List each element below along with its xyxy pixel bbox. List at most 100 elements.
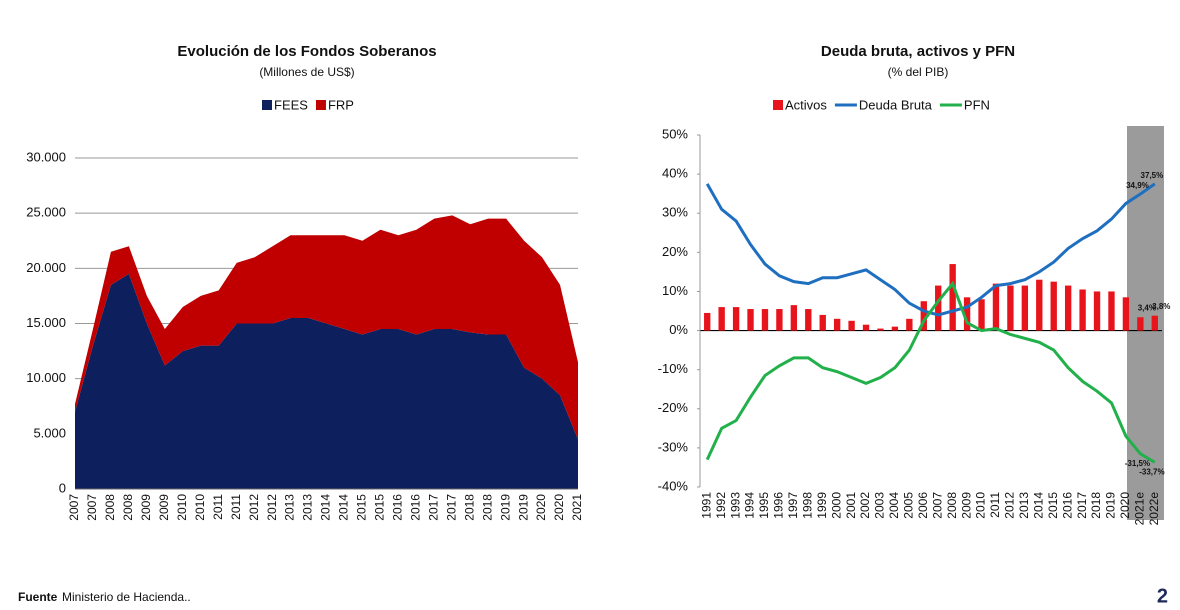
x-tick-label: 2017 [444, 494, 458, 521]
value-label: 3,8% [1152, 302, 1170, 311]
x-tick-label: 2013 [283, 494, 297, 521]
y-tick-label: 10.000 [26, 370, 66, 385]
y-tick-label: 25.000 [26, 205, 66, 220]
y-tick-label: 40% [662, 166, 688, 181]
y-tick-label: 20.000 [26, 260, 66, 275]
y-tick-label: -20% [658, 400, 689, 415]
bar [920, 301, 927, 331]
bar [891, 326, 899, 331]
bar [1021, 285, 1029, 331]
y-tick-label: 20% [662, 244, 688, 259]
y-tick-label: -10% [658, 361, 689, 376]
x-tick-label: 2002 [858, 492, 872, 519]
line [705, 182, 1156, 317]
x-tick-label: 2018 [1089, 492, 1103, 519]
x-tick-label: 2010 [974, 492, 988, 519]
value-label: -31,5% [1125, 459, 1150, 468]
x-tick-label: 2011 [988, 492, 1002, 518]
x-tick-label: 2018 [480, 494, 494, 521]
bar [732, 307, 740, 331]
source-label: Fuente [18, 590, 58, 604]
x-tick-label: 2012 [1003, 492, 1017, 519]
legend-label: PFN [964, 97, 990, 112]
legend-label: FEES [274, 97, 308, 112]
legend-label: Activos [785, 97, 827, 112]
x-tick-label: 2006 [916, 492, 930, 519]
y-tick-label: 15.000 [26, 315, 66, 330]
chart-subtitle: (% del PIB) [888, 65, 949, 79]
x-tick-label: 2021 [570, 494, 584, 521]
bar [1064, 285, 1072, 331]
y-tick-label: 0 [59, 480, 66, 495]
x-tick-label: 2014 [337, 494, 351, 521]
x-tick-label: 2004 [887, 492, 901, 519]
value-label: 3,4% [1138, 303, 1156, 312]
y-tick-label: -30% [658, 439, 689, 454]
y-tick-label: 30.000 [26, 149, 66, 164]
x-tick-label: 2012 [265, 494, 279, 521]
x-tick-label: 2013 [1017, 492, 1031, 519]
bar [862, 324, 870, 331]
bar [790, 305, 798, 331]
x-tick-label: 2019 [516, 494, 530, 521]
x-tick-label: 1997 [786, 492, 800, 519]
legend-swatch [315, 100, 326, 110]
x-tick-label: 2010 [193, 494, 207, 521]
x-tick-label: 2015 [355, 494, 369, 521]
bar [1007, 285, 1014, 331]
x-tick-label: 2009 [157, 494, 171, 521]
x-tick-label: 2009 [959, 492, 973, 519]
x-tick-label: 1996 [772, 492, 786, 519]
page-number: 2 [1157, 585, 1168, 607]
bar [776, 309, 783, 331]
legend-swatch [262, 100, 272, 110]
bar [1079, 289, 1086, 331]
x-tick-label: 2007 [85, 494, 99, 521]
legend-label: Deuda Bruta [859, 97, 933, 112]
bar [978, 299, 985, 331]
bar [1122, 297, 1130, 331]
x-tick-label: 1991 [699, 492, 713, 519]
bar [1036, 279, 1043, 331]
x-tick-label: 2016 [408, 494, 422, 521]
x-tick-label: 2013 [301, 494, 315, 521]
x-tick-label: 2014 [319, 494, 333, 521]
x-tick-label: 2005 [902, 492, 916, 519]
legend-swatch [773, 100, 783, 110]
x-tick-label: 2018 [462, 494, 476, 521]
x-tick-label: 2011 [211, 494, 225, 520]
bar [949, 264, 956, 331]
x-tick-label: 2016 [1060, 492, 1074, 519]
y-tick-label: 0% [669, 322, 688, 337]
bar [747, 309, 754, 331]
line [705, 280, 1156, 464]
chart-title: Deuda bruta, activos y PFN [821, 43, 1015, 60]
bar [992, 283, 1000, 331]
bar [704, 312, 711, 331]
bar [935, 285, 942, 331]
bar [848, 320, 855, 331]
bar [1108, 291, 1115, 331]
value-label: -33,7% [1139, 467, 1164, 476]
y-tick-label: 5.000 [33, 425, 66, 440]
bar [1093, 291, 1101, 331]
area [75, 273, 578, 489]
x-tick-label: 2015 [373, 494, 387, 521]
bar [1151, 315, 1158, 331]
x-tick-label: 2014 [1031, 492, 1045, 519]
y-tick-label: 50% [662, 126, 688, 141]
bar [805, 309, 812, 331]
x-tick-label: 1995 [757, 492, 771, 519]
y-tick-label: 30% [662, 205, 688, 220]
y-tick-label: -40% [658, 478, 689, 493]
bar [906, 318, 913, 331]
x-tick-label: 1994 [743, 492, 757, 519]
area [75, 215, 578, 440]
x-tick-label: 2008 [121, 494, 135, 521]
x-tick-label: 2008 [103, 494, 117, 521]
bar [963, 297, 971, 331]
bar [877, 328, 884, 331]
x-tick-label: 2020 [1118, 492, 1132, 519]
y-tick-label: 10% [662, 283, 688, 298]
